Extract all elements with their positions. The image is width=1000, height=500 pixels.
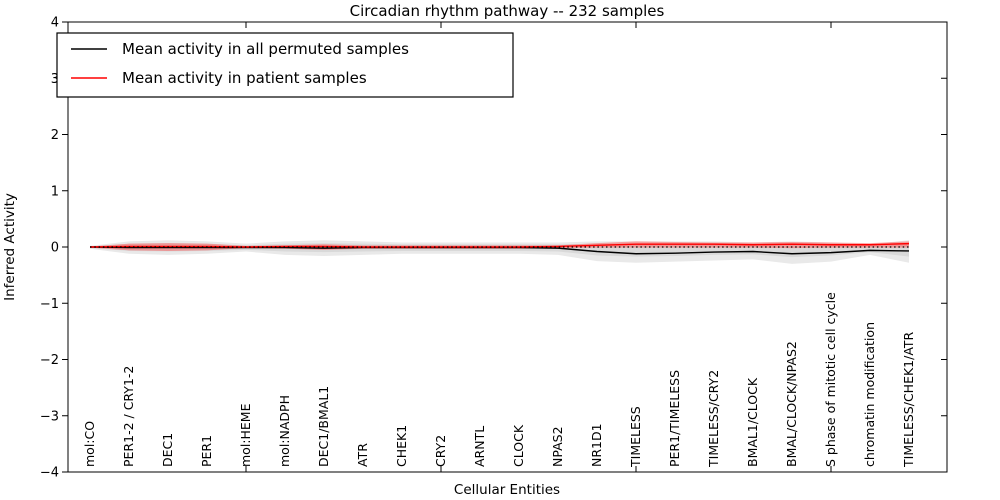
y-tick-label: 0 [51, 241, 59, 256]
x-category-label: PER1/TIMELESS [667, 370, 682, 467]
legend-label-patient: Mean activity in patient samples [122, 69, 367, 87]
x-category-label: chromatin modification [862, 322, 877, 467]
x-category-label: mol:NADPH [277, 395, 292, 467]
x-category-label: PER1 [199, 435, 214, 467]
plot-area: 4 3 2 1 0 −1 −2 −3 −4 mol:CO PER1-2 / CRY1-2 DEC1 P… [40, 16, 948, 481]
y-tick-label: 2 [51, 128, 59, 143]
y-tick-label: 3 [51, 72, 59, 87]
y-tick-label: −3 [40, 409, 59, 424]
legend-label-permuted: Mean activity in all permuted samples [122, 40, 409, 58]
x-axis-ticks [245, 22, 832, 472]
legend-box [56, 32, 514, 98]
x-category-label: ARNTL [472, 426, 487, 467]
x-category-label: BMAL/CLOCK/NPAS2 [784, 341, 799, 467]
x-category-label: CRY2 [433, 435, 448, 467]
legend: Mean activity in all permuted samples Me… [56, 32, 514, 98]
x-category-label: DEC1 [160, 433, 175, 467]
y-tick-label: −1 [40, 297, 59, 312]
y-tick-label: −4 [40, 466, 59, 481]
x-category-label: NPAS2 [550, 426, 565, 467]
y-tick-label: −2 [40, 353, 59, 368]
x-category-label: BMAL1/CLOCK [745, 377, 760, 467]
x-axis-label: Cellular Entities [454, 482, 560, 498]
y-tick-label: 1 [51, 184, 59, 199]
x-category-label: PER1-2 / CRY1-2 [121, 366, 136, 467]
y-axis-label: Inferred Activity [2, 193, 18, 301]
x-category-label: ATR [355, 443, 370, 467]
x-category-label: TIMELESS [628, 406, 643, 468]
chart-title: Circadian rhythm pathway -- 232 samples [350, 2, 665, 20]
y-tick-label: 4 [51, 16, 59, 31]
y-axis-ticks: 4 3 2 1 0 −1 −2 −3 −4 [40, 16, 947, 481]
x-category-label: NR1D1 [589, 423, 604, 467]
x-category-label: DEC1/BMAL1 [316, 386, 331, 467]
x-category-label: CHEK1 [394, 425, 409, 467]
x-category-label: TIMELESS/CRY2 [706, 370, 721, 468]
x-category-label: mol:CO [82, 421, 97, 467]
x-category-label: S phase of mitotic cell cycle [823, 292, 838, 467]
x-category-labels: mol:CO PER1-2 / CRY1-2 DEC1 PER1 mol:HEME mol… [82, 292, 916, 468]
x-category-label: CLOCK [511, 424, 526, 467]
x-category-label: TIMELESS/CHEK1/ATR [901, 331, 916, 468]
x-category-label: mol:HEME [238, 403, 253, 467]
